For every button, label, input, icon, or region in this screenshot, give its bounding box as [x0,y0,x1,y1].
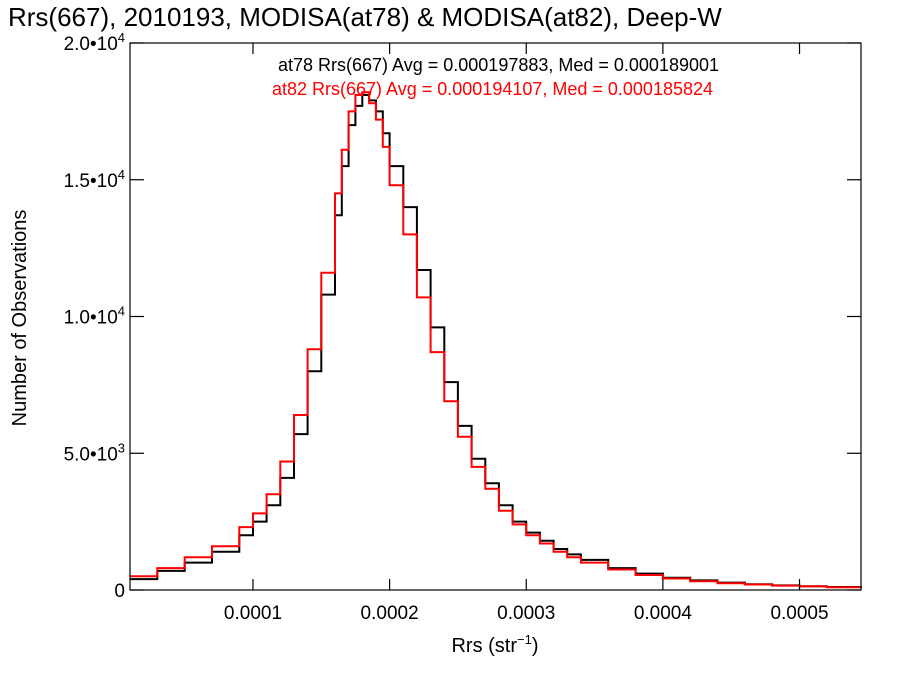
y-tick-label-3: 1.5•104 [64,167,125,192]
y-axis-title: Number of Observations [9,210,31,427]
x-axis-title-close: ) [532,635,539,657]
x-tick-label-1: 0.0002 [361,603,419,624]
x-tick-label-3: 0.0004 [634,603,693,624]
x-axis-ticks: 0.0001 0.0002 0.0003 0.0004 0.0005 [224,43,829,624]
x-axis-title-superscript: −1 [517,632,532,647]
legend-entry-at78: at78 Rrs(667) Avg = 0.000197883, Med = 0… [278,55,719,75]
x-tick-label-0: 0.0001 [224,603,282,624]
series-layer [130,91,862,589]
y-tick-label-1: 5.0•103 [64,440,125,465]
legend-entry-at82: at82 Rrs(667) Avg = 0.000194107, Med = 0… [272,79,713,99]
x-axis-title: Rrs (str−1) [451,632,538,657]
y-tick-label-4: 2.0•104 [64,30,125,55]
plot-frame [129,42,862,591]
x-tick-label-4: 0.0005 [770,603,828,624]
series-line-0 [130,94,862,588]
x-tick-label-2: 0.0003 [497,603,555,624]
chart-title: Rrs(667), 2010193, MODISA(at78) & MODISA… [8,2,722,32]
x-axis-title-text: Rrs (str [451,635,517,657]
series-line-1 [130,91,862,589]
y-axis-ticks: 0 5.0•103 1.0•104 1.5•104 2.0•104 [64,30,861,602]
legend: at78 Rrs(667) Avg = 0.000197883, Med = 0… [272,55,719,99]
y-tick-label-2: 1.0•104 [64,304,125,329]
y-tick-label-0: 0 [114,581,125,602]
